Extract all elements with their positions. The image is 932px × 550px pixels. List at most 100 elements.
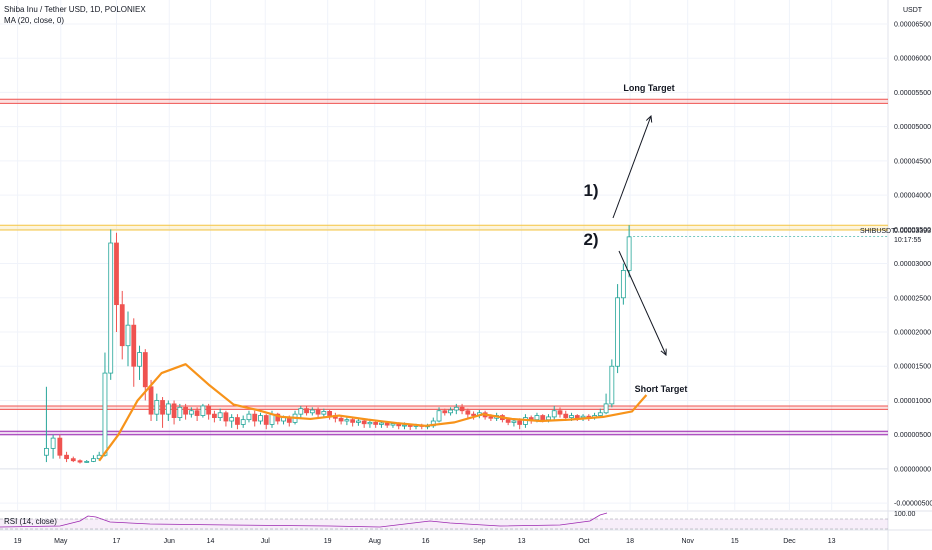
candle-body (511, 420, 517, 423)
rsi-line (0, 512, 608, 528)
candle-body (108, 242, 114, 374)
candle-body (240, 419, 246, 425)
time-tick-label: 19 (324, 538, 332, 545)
candle-body (258, 415, 263, 422)
candle-body (459, 406, 465, 412)
rsi-legend[interactable]: RSI (14, close) (4, 517, 57, 526)
candle-body (119, 304, 125, 347)
time-tick-label: 14 (207, 538, 215, 545)
price-tick-label: 0.00000000 (894, 466, 931, 473)
candle-body (551, 410, 557, 418)
candle-body (615, 297, 620, 367)
time-tick-label: Sep (473, 538, 486, 545)
candle-body (338, 417, 344, 422)
price-tick-label: 0.00003000 (894, 261, 931, 268)
candle-body (471, 413, 477, 416)
time-tick-label: 18 (626, 538, 634, 545)
level-band (0, 99, 888, 104)
symbol-legend[interactable]: Shiba Inu / Tether USD, 1D, POLONIEX (4, 5, 146, 14)
candle-body (125, 324, 131, 347)
candle-body (298, 408, 304, 415)
candle-body (64, 454, 69, 460)
time-tick-label: 13 (828, 538, 836, 545)
candle-body (517, 420, 523, 425)
projection-arrows[interactable] (612, 116, 666, 355)
moving-average-series (98, 363, 648, 462)
price-tick-label: 0.00006500 (894, 21, 931, 28)
price-tick-label: 0.00001500 (894, 364, 931, 371)
candle-body (626, 236, 632, 271)
candle-body (160, 400, 165, 415)
last-price-tag: 0.00003393 (894, 228, 931, 235)
currency-label[interactable]: USDT (903, 7, 923, 14)
grid-lines (0, 0, 888, 510)
ma-legend[interactable]: MA (20, close, 0) (4, 16, 65, 25)
candle-body (373, 421, 379, 425)
candle-body (77, 460, 83, 463)
countdown-tag: 10:17:55 (894, 237, 921, 244)
candle-body (563, 413, 569, 418)
candle-body (177, 406, 183, 418)
time-tick-label: Jul (261, 538, 270, 545)
time-tick-label: May (54, 538, 68, 545)
candle-body (620, 270, 626, 299)
price-tick-label: 0.00004500 (894, 158, 931, 165)
candle-body (546, 416, 551, 421)
candle-body (91, 458, 96, 462)
level-band (0, 431, 888, 435)
candle-body (235, 417, 240, 425)
candle-body (142, 352, 148, 388)
candle-body (448, 409, 453, 414)
candle-body (171, 403, 177, 418)
arrow-up (612, 116, 651, 219)
time-tick-label: 19 (14, 538, 22, 545)
candle-body (453, 406, 459, 411)
candle-body (154, 400, 160, 415)
candle-body (350, 419, 356, 423)
candle-body (344, 419, 350, 422)
candle-body (229, 417, 235, 422)
time-axis-labels: 19 May 17 Jun 14 Jul 19 Aug 16 Sep 13 Oct 18 Nov 15 Dec… (14, 538, 836, 545)
candle-body (50, 437, 56, 449)
annotation-2: 2) (583, 230, 598, 249)
candle-body (384, 422, 390, 426)
rsi-axis-label: 100.00 (894, 511, 916, 518)
price-tick-label: 0.00002500 (894, 295, 931, 302)
candle-body (609, 365, 615, 405)
price-tick-label: -0.00000500 (894, 501, 932, 508)
candle-body (223, 412, 229, 422)
level-band (0, 225, 888, 231)
time-tick-label: Jun (164, 538, 175, 545)
candle-body (165, 403, 171, 415)
candle-body (557, 410, 563, 415)
time-tick-label: Dec (783, 538, 796, 545)
price-tick-label: 0.00004000 (894, 193, 931, 200)
horizontal-levels[interactable] (0, 98, 888, 436)
price-axis-labels: 0.00006500 0.00006000 0.00005500 0.00005000… (894, 21, 932, 507)
time-tick-label: 15 (731, 538, 739, 545)
candle-body (137, 352, 142, 367)
short-target-label: Short Target (635, 384, 688, 394)
candle-body (597, 412, 603, 416)
candle-body (183, 406, 189, 415)
price-tick-label: 0.00002000 (894, 330, 931, 337)
time-tick-label: Nov (681, 538, 694, 545)
candle-body (315, 409, 321, 415)
candle-body (114, 242, 119, 306)
price-tick-label: 0.00005000 (894, 124, 931, 131)
candle-body (70, 458, 76, 462)
candle-body (436, 410, 442, 422)
candle-body (309, 409, 315, 414)
candle-body (402, 424, 407, 427)
candle-body (355, 420, 361, 423)
candle-body (211, 413, 217, 418)
long-target-label: Long Target (623, 83, 674, 93)
candle-body (102, 372, 108, 456)
time-tick-label: 16 (422, 538, 430, 545)
rsi-pane (0, 510, 932, 530)
candle-body (367, 421, 373, 425)
price-tick-label: 0.00000500 (894, 432, 931, 439)
candle-body (569, 415, 574, 418)
candle-body (390, 423, 396, 426)
